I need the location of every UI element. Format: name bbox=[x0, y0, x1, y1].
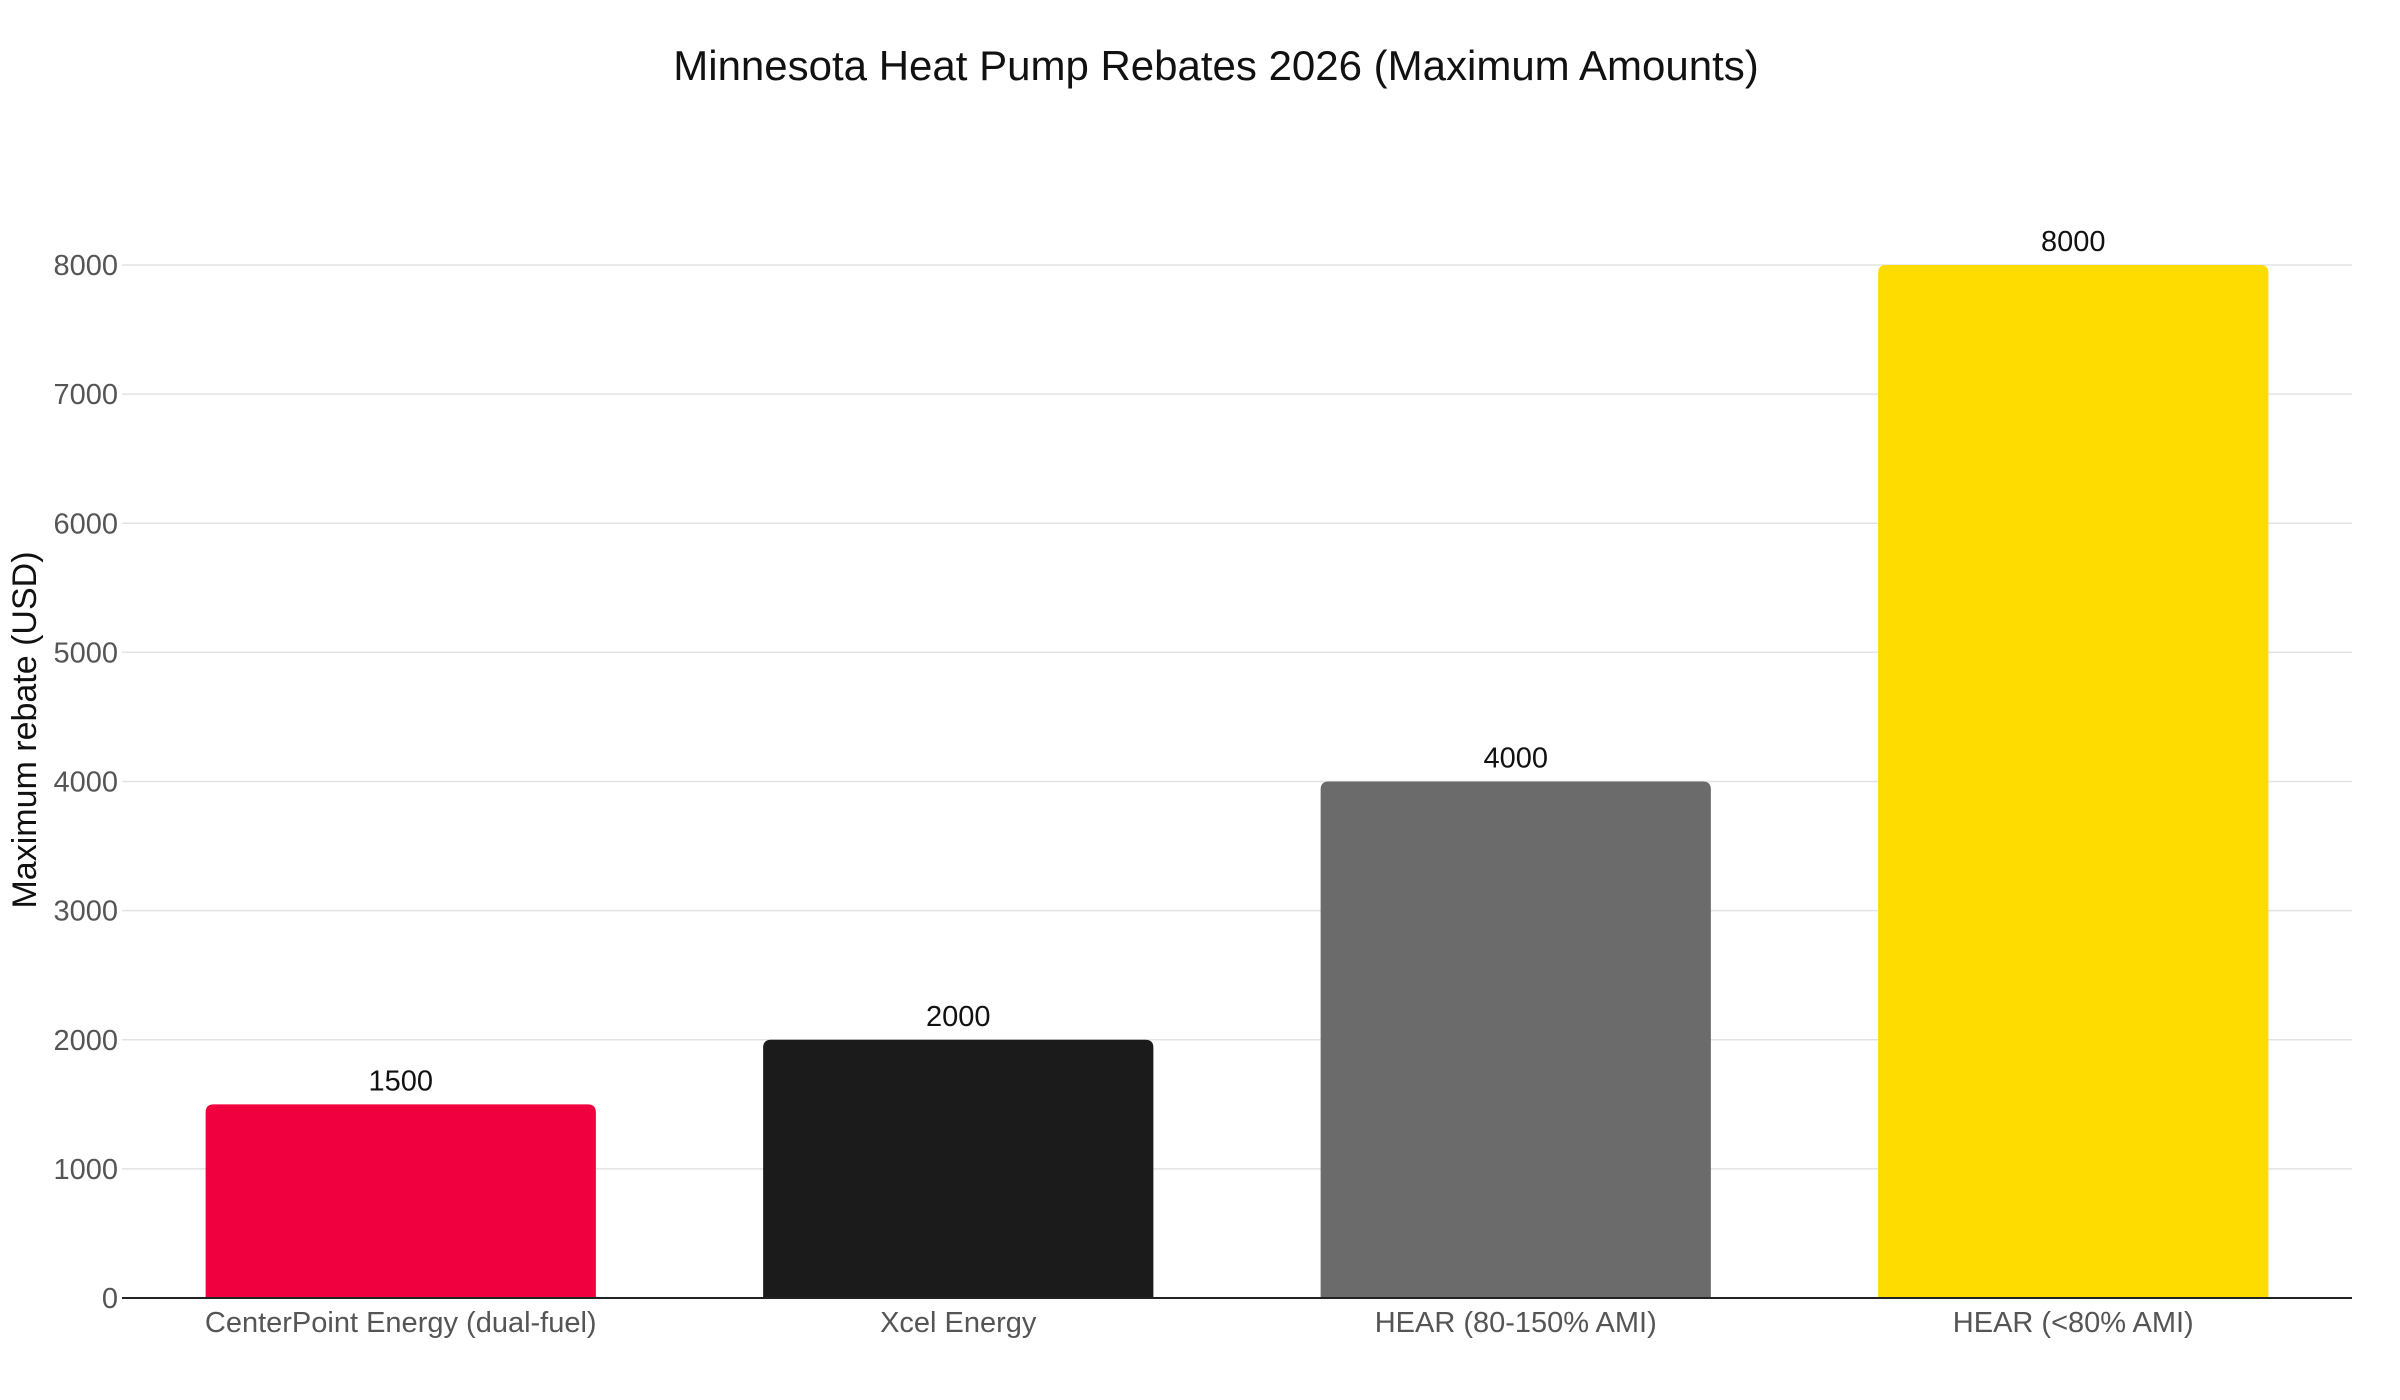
y-tick-label: 2000 bbox=[53, 1025, 118, 1057]
bar bbox=[205, 1104, 596, 1298]
y-tick-label: 4000 bbox=[53, 767, 118, 799]
chart-title: Minnesota Heat Pump Rebates 2026 (Maximu… bbox=[673, 42, 1759, 89]
y-axis-title: Maximum rebate (USD) bbox=[6, 551, 44, 908]
data-labels: 1500 2000 4000 8000 bbox=[368, 226, 2105, 1097]
x-tick-label: HEAR (80-150% AMI) bbox=[1375, 1307, 1657, 1339]
y-tick-label: 6000 bbox=[53, 508, 118, 540]
y-tick-label: 1000 bbox=[53, 1154, 118, 1186]
gridlines bbox=[122, 264, 2352, 1170]
y-tick-label: 8000 bbox=[53, 250, 118, 282]
y-axis-ticks: 0 1000 2000 3000 4000 5000 6000 7000 8000 bbox=[53, 250, 118, 1315]
bar bbox=[1320, 781, 1711, 1298]
x-tick-label: Xcel Energy bbox=[880, 1307, 1037, 1339]
data-label: 1500 bbox=[368, 1065, 433, 1097]
y-tick-label: 3000 bbox=[53, 896, 118, 928]
data-label: 2000 bbox=[926, 1001, 991, 1033]
y-tick-label: 7000 bbox=[53, 379, 118, 411]
bars bbox=[205, 265, 2269, 1298]
x-tick-label: HEAR (<80% AMI) bbox=[1953, 1307, 2194, 1339]
y-tick-label: 0 bbox=[102, 1283, 118, 1315]
x-axis-ticks: CenterPoint Energy (dual-fuel) Xcel Energ… bbox=[205, 1307, 2194, 1339]
data-label: 4000 bbox=[1483, 743, 1548, 775]
bar bbox=[763, 1039, 1154, 1298]
y-tick-label: 5000 bbox=[53, 637, 118, 669]
bar bbox=[1878, 265, 2269, 1298]
data-label: 8000 bbox=[2041, 226, 2106, 258]
x-tick-label: CenterPoint Energy (dual-fuel) bbox=[205, 1307, 597, 1339]
